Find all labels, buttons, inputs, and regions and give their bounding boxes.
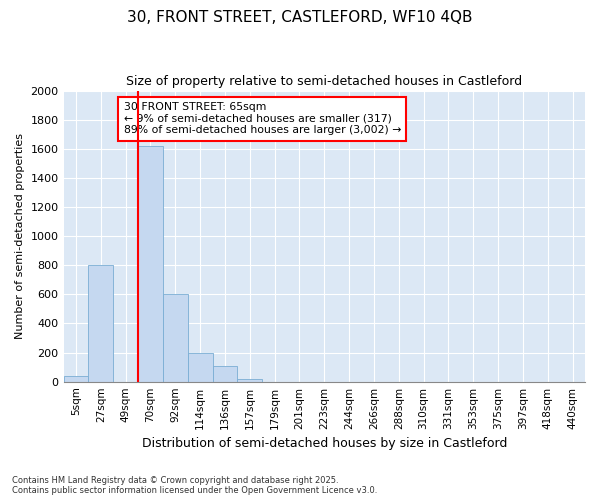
Bar xyxy=(212,366,238,382)
Bar xyxy=(163,294,188,382)
Bar xyxy=(64,376,88,382)
Bar xyxy=(238,379,262,382)
Bar xyxy=(188,352,212,382)
Y-axis label: Number of semi-detached properties: Number of semi-detached properties xyxy=(15,133,25,339)
Title: Size of property relative to semi-detached houses in Castleford: Size of property relative to semi-detach… xyxy=(126,75,523,88)
Text: Contains HM Land Registry data © Crown copyright and database right 2025.
Contai: Contains HM Land Registry data © Crown c… xyxy=(12,476,377,495)
Bar xyxy=(88,265,113,382)
X-axis label: Distribution of semi-detached houses by size in Castleford: Distribution of semi-detached houses by … xyxy=(142,437,507,450)
Text: 30 FRONT STREET: 65sqm
← 9% of semi-detached houses are smaller (317)
89% of sem: 30 FRONT STREET: 65sqm ← 9% of semi-deta… xyxy=(124,102,401,136)
Text: 30, FRONT STREET, CASTLEFORD, WF10 4QB: 30, FRONT STREET, CASTLEFORD, WF10 4QB xyxy=(127,10,473,25)
Bar xyxy=(138,146,163,382)
